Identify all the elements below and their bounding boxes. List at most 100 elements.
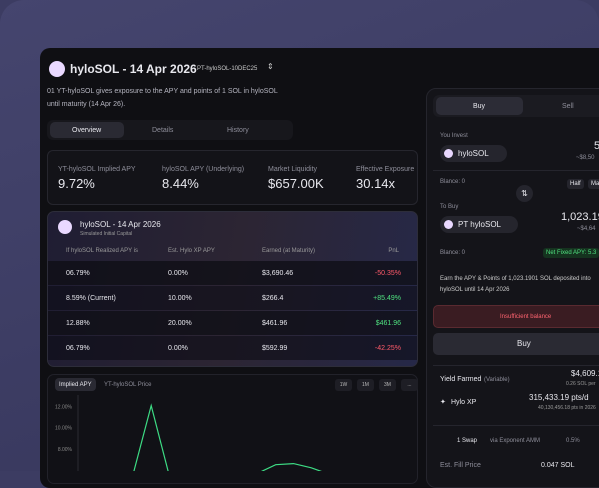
table-cell: -50.35%	[374, 270, 401, 277]
token-name: PT hyloSOL	[458, 220, 501, 229]
range-button[interactable]: 1M	[357, 379, 374, 391]
table-row	[48, 336, 417, 360]
sub: 40,130,456.18 pts in 2026	[538, 405, 596, 411]
table-cell: 06.79%	[66, 270, 90, 277]
amount-usd: ~$4,64	[577, 226, 596, 232]
trade-tab[interactable]: Sell	[562, 103, 574, 110]
route: via Exponent AMM	[490, 438, 541, 444]
divider	[433, 425, 599, 426]
stat-label: hyloSOL APY (Underlying)	[162, 166, 245, 173]
table-cell: +85.49%	[373, 295, 401, 302]
column-header: Earned (at Maturity)	[262, 248, 316, 254]
label: Yield Farmed	[440, 376, 482, 383]
value: 315,433.19 pts/d	[529, 393, 589, 402]
tab[interactable]: History	[227, 127, 249, 134]
title: hyloSOL - 14 Apr 2026	[70, 62, 197, 76]
tab[interactable]: Details	[152, 127, 174, 134]
half-button[interactable]: Half	[567, 179, 584, 189]
table-title: hyloSOL - 14 Apr 2026	[80, 220, 161, 229]
balance: Blance: 0	[440, 179, 466, 185]
divider	[433, 365, 599, 366]
table-cell: $592.99	[262, 345, 288, 352]
stat-value: 30.14x	[356, 176, 396, 191]
stat-label: YT-hyloSOL Implied APY	[58, 166, 136, 173]
table-cell: -42.25%	[374, 345, 401, 352]
table-cell: 20.00%	[168, 320, 192, 327]
stat-value: 8.44%	[162, 176, 199, 191]
table-cell: $266.4	[262, 295, 284, 302]
max-button[interactable]: Max	[588, 179, 599, 189]
stats-card	[47, 150, 418, 205]
range-button[interactable]: ...	[401, 379, 418, 391]
chart-card	[47, 374, 418, 484]
token-icon	[444, 220, 453, 229]
table-row	[48, 311, 417, 335]
net-apy: Net Fixed APY: 5.3	[543, 248, 599, 258]
chart: 12.00% 10.00% 8.00%	[55, 395, 322, 471]
table-cell: $461.96	[262, 320, 288, 327]
table-logo	[58, 220, 72, 234]
chart-tab[interactable]: YT-hyloSOL Price	[104, 382, 152, 388]
note: (Variable)	[484, 377, 510, 383]
y-tick-label: 8.00%	[58, 447, 73, 453]
table-cell: $3,690.46	[262, 270, 294, 277]
table-cell: 0.00%	[168, 345, 188, 352]
slippage: 0.5%	[566, 438, 580, 444]
token-icon	[444, 149, 453, 158]
y-tick-label: 12.00%	[55, 405, 73, 411]
label: Est. Fill Price	[440, 462, 481, 469]
label: Hylo XP	[451, 399, 477, 406]
label: You Invest	[440, 133, 468, 139]
column-header: If hyloSOL Realized APY is	[66, 248, 139, 254]
swap-direction[interactable]: ⇅	[516, 185, 533, 202]
trade-tab-active	[436, 97, 523, 115]
token-select[interactable]	[440, 216, 518, 233]
table-cell: 10.00%	[168, 295, 192, 302]
value: $4,609.1	[571, 369, 599, 378]
chart-tab-active	[55, 378, 96, 391]
tab[interactable]: Overview	[72, 127, 102, 134]
buy-button[interactable]	[433, 333, 599, 355]
range-button[interactable]: 1W	[335, 379, 352, 391]
table-cell: 12.88%	[66, 320, 90, 327]
token-name: hyloSOL	[458, 149, 489, 158]
token-select[interactable]	[440, 145, 507, 162]
table-cell: 06.79%	[66, 345, 90, 352]
table-subtitle: Simulated Initial Capital	[80, 231, 133, 237]
table-cell: $461.96	[375, 320, 401, 327]
warning: Insufficient balance	[500, 314, 552, 320]
table-row	[48, 286, 417, 310]
earn-text: Earn the APY & Points of 1,023.1901 SOL …	[440, 276, 591, 293]
amount-usd: ~$8,50	[576, 155, 595, 161]
label: To Buy	[440, 204, 459, 210]
swap-count: 1 Swap	[457, 438, 478, 444]
column-header: Est. Hylo XP APY	[168, 248, 215, 254]
column-header: PnL	[388, 248, 399, 254]
warning-box	[433, 305, 599, 328]
table-cell: 0.00%	[168, 270, 188, 277]
divider	[433, 170, 599, 171]
line-series	[133, 403, 322, 471]
stat-value: $657.00K	[268, 176, 324, 191]
badge[interactable]: PT-hyloSOL-10DEC25	[197, 66, 258, 72]
chart-tab[interactable]: Implied APY	[59, 382, 92, 388]
stat-value: 9.72%	[58, 176, 95, 191]
value: 0.047 SOL	[541, 462, 575, 469]
amount: 5	[594, 140, 599, 152]
trade-tab[interactable]: Buy	[473, 103, 486, 110]
buy-button-label: Buy	[517, 339, 531, 348]
balance: Blance: 0	[440, 250, 466, 256]
logo	[49, 61, 65, 77]
sub: 0.26 SOL per	[566, 381, 596, 387]
table-row	[48, 261, 417, 285]
chevron[interactable]: ⇕	[267, 62, 274, 71]
y-tick-label: 10.00%	[55, 426, 73, 432]
description: 01 YT-hyloSOL gives exposure to the APY …	[47, 88, 278, 108]
stat-label: Market Liquidity	[268, 166, 318, 173]
xp-icon: ✦	[440, 399, 446, 406]
tab-active	[50, 122, 124, 138]
range-button[interactable]: 3M	[379, 379, 396, 391]
amount: 1,023.1901	[561, 211, 599, 223]
stat-label: Effective Exposure	[356, 166, 415, 173]
